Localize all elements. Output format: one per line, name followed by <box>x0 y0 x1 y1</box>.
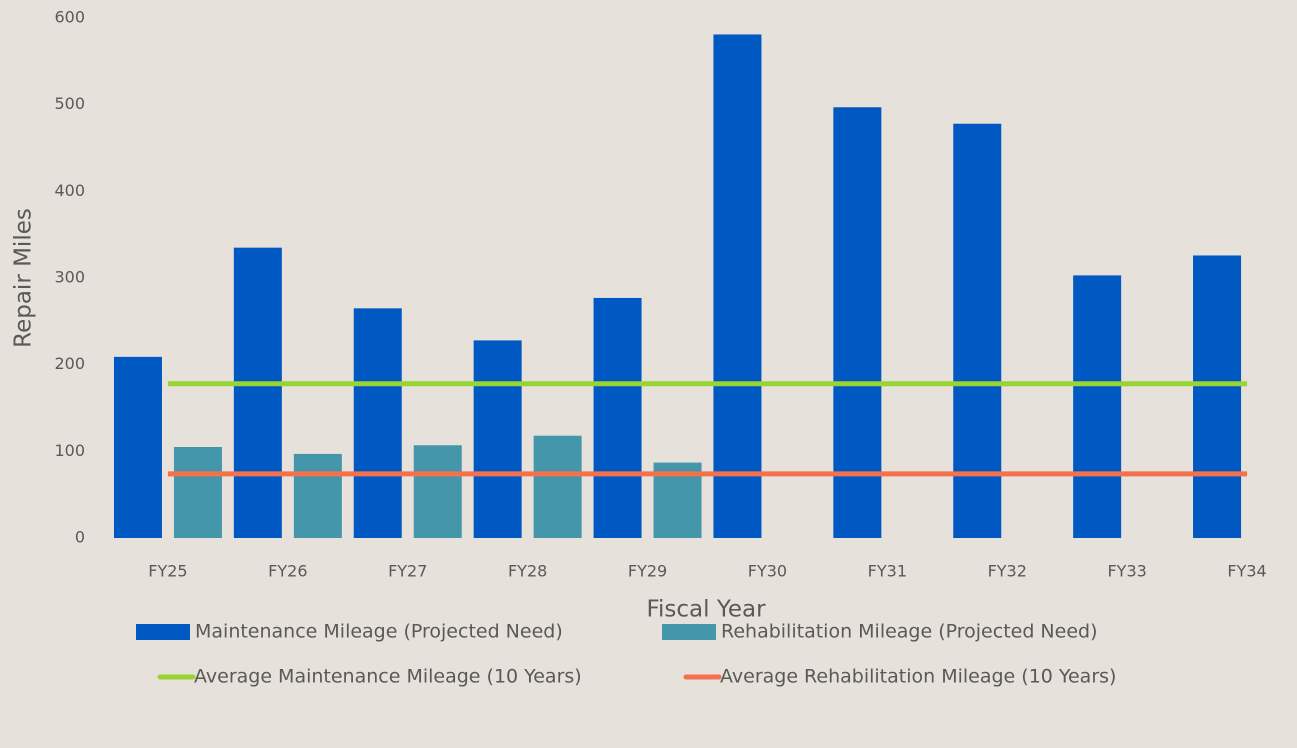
bar <box>1193 255 1242 538</box>
y-tick-label: 0 <box>75 528 85 547</box>
y-axis-title: Repair Miles <box>11 208 37 348</box>
legend-label: Rehabilitation Mileage (Projected Need) <box>721 621 1098 643</box>
y-tick-label: 500 <box>54 94 85 113</box>
x-tick-label: FY33 <box>1107 562 1146 581</box>
y-tick-label: 600 <box>54 8 85 27</box>
legend-label: Average Maintenance Mileage (10 Years) <box>194 666 582 688</box>
bar <box>353 308 402 538</box>
bar <box>833 107 882 539</box>
bar <box>293 453 342 538</box>
x-tick-label: FY30 <box>748 562 787 581</box>
bar <box>413 445 462 538</box>
legend-swatch <box>136 624 190 640</box>
y-tick-label: 100 <box>54 441 85 460</box>
x-axis-title: Fiscal Year <box>646 597 766 623</box>
y-tick-label: 400 <box>54 181 85 200</box>
y-tick-label: 300 <box>54 268 85 287</box>
x-tick-label: FY34 <box>1227 562 1266 581</box>
legend-label: Maintenance Mileage (Projected Need) <box>195 621 563 643</box>
y-tick-label: 200 <box>54 354 85 373</box>
x-tick-label: FY32 <box>988 562 1027 581</box>
bar <box>1073 275 1122 538</box>
bar <box>533 435 582 538</box>
x-tick-label: FY26 <box>268 562 307 581</box>
x-tick-label: FY25 <box>148 562 187 581</box>
bar <box>713 34 762 538</box>
bar <box>953 123 1002 538</box>
bar <box>233 247 282 538</box>
x-tick-label: FY28 <box>508 562 547 581</box>
x-tick-label: FY31 <box>868 562 907 581</box>
x-tick-label: FY27 <box>388 562 427 581</box>
legend-label: Average Rehabilitation Mileage (10 Years… <box>720 666 1116 688</box>
bar <box>173 447 222 538</box>
legend-swatch <box>662 624 716 640</box>
bar <box>113 356 162 538</box>
bar <box>473 340 522 538</box>
x-tick-label: FY29 <box>628 562 667 581</box>
bar <box>593 297 642 538</box>
